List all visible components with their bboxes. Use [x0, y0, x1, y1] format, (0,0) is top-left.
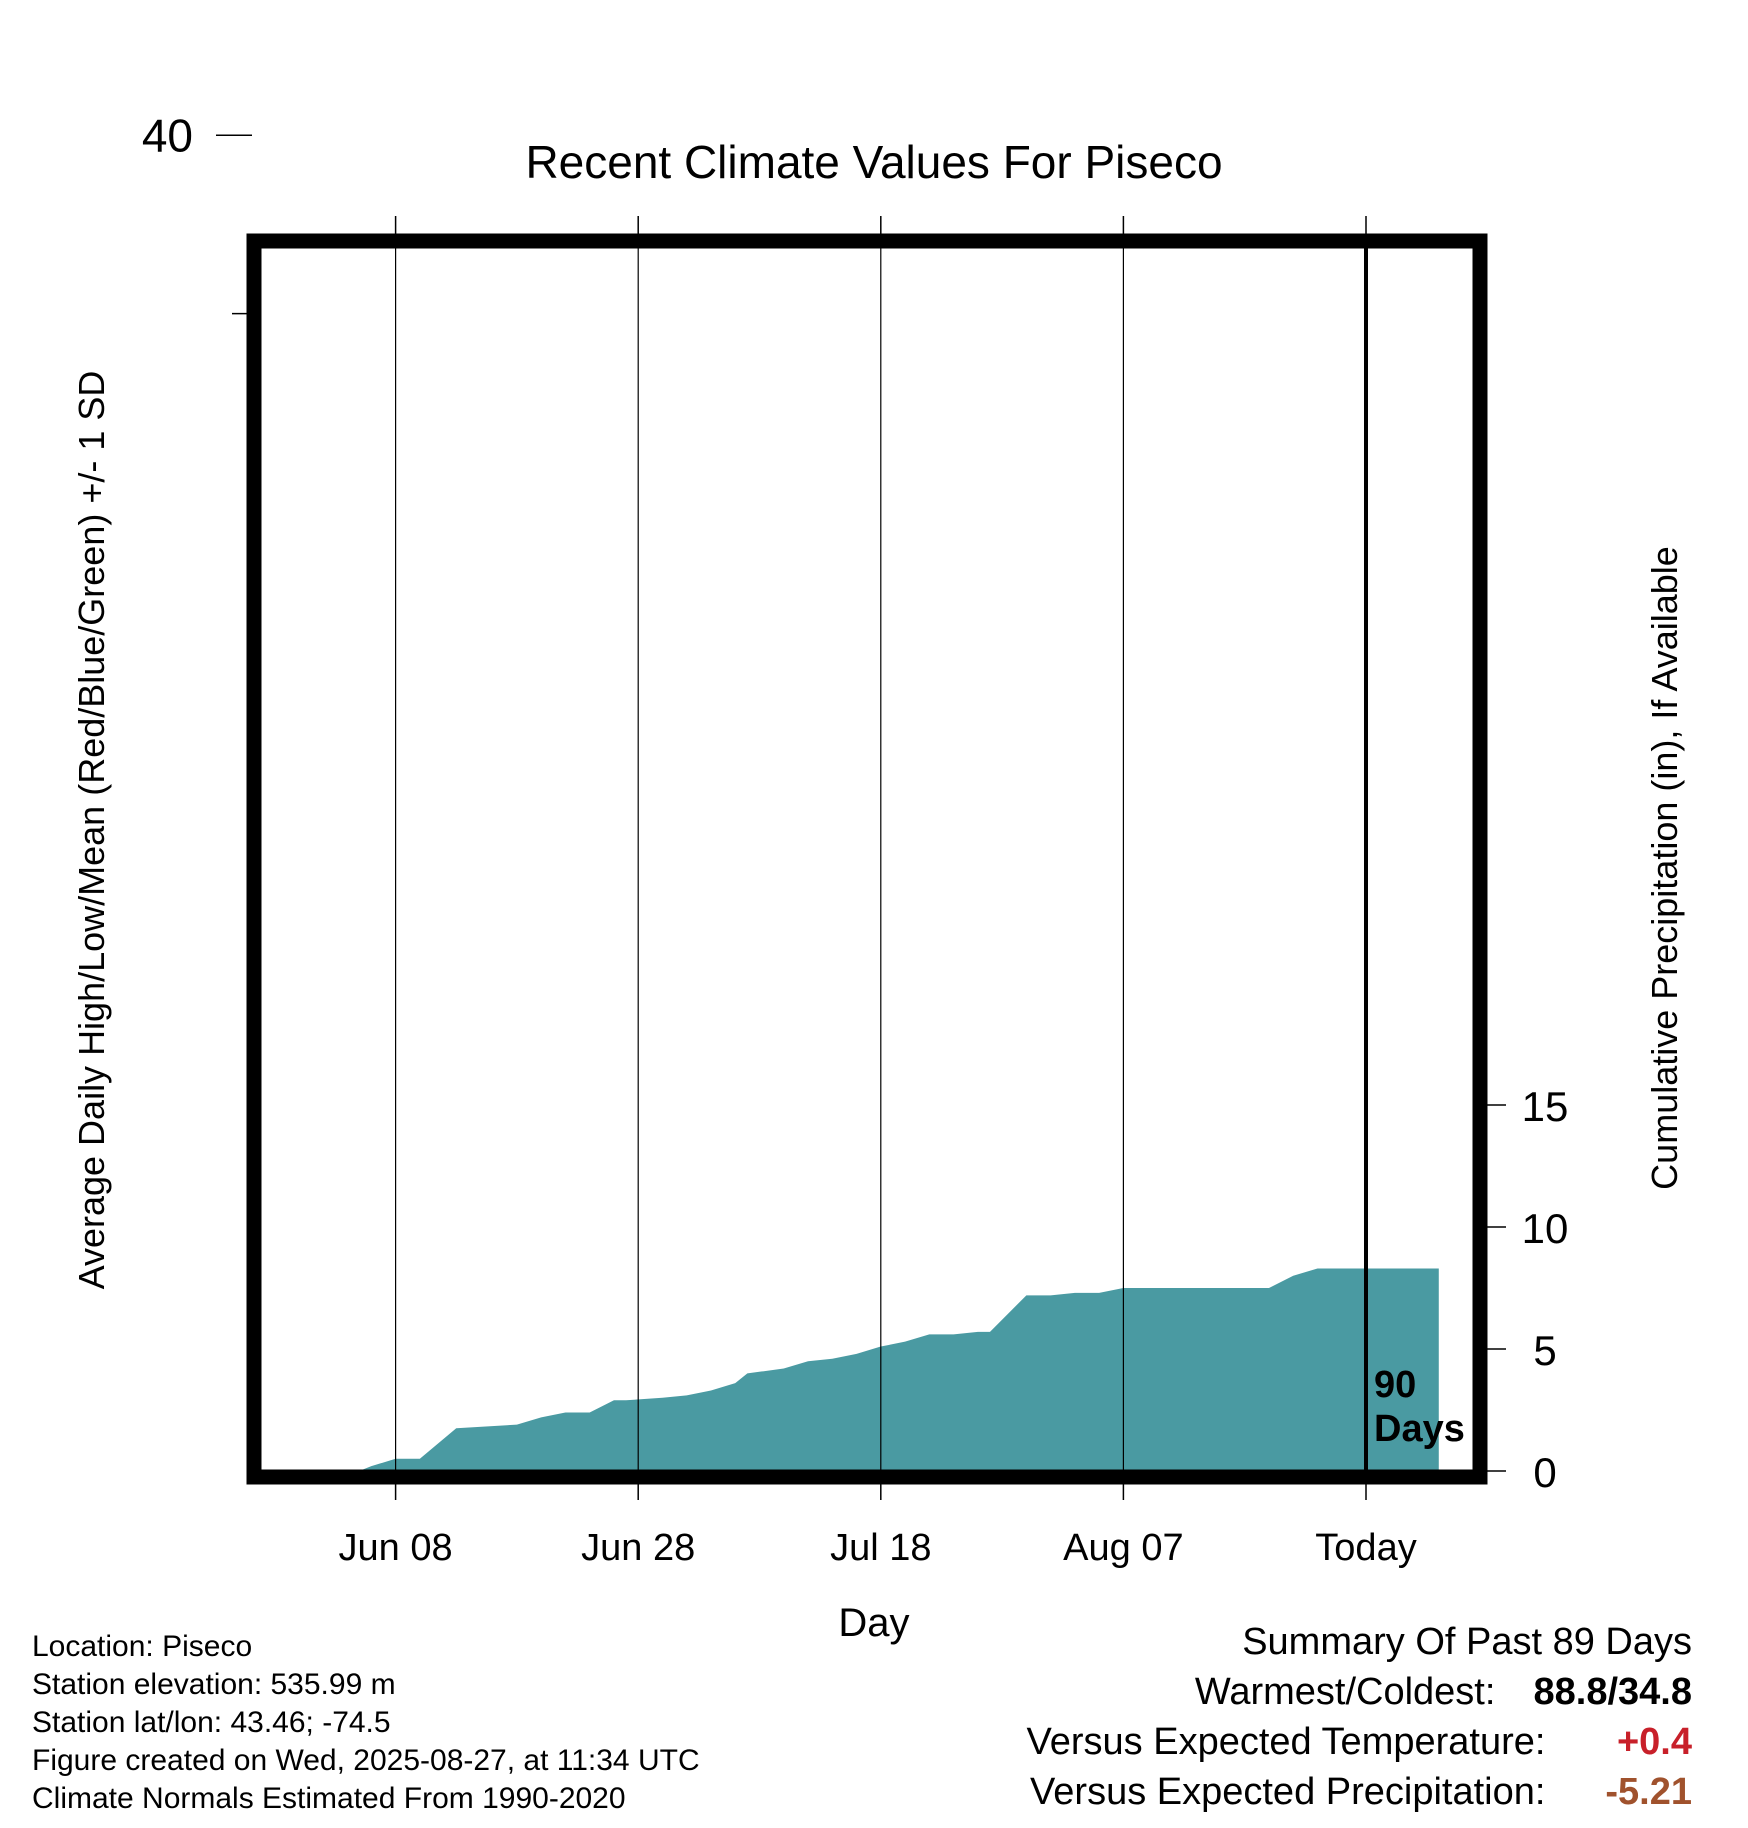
y-tick-label-right: 5 [1533, 1327, 1556, 1374]
summary-temp-label: Versus Expected Temperature: [1026, 1721, 1546, 1763]
low-point [717, 13, 730, 26]
low-point [450, 0, 463, 3]
today-days-label: 90 [1374, 1364, 1416, 1406]
low-point [935, 54, 948, 67]
x-tick-label: Aug 07 [1063, 1527, 1183, 1569]
y-axis-right-label: Cumulative Precipitation (in), If Availa… [1644, 546, 1685, 1190]
low-point [328, 120, 341, 133]
x-axis-label: Day [838, 1601, 909, 1645]
low-point [911, 38, 924, 51]
low-point [341, 222, 354, 235]
low-point [401, 25, 414, 38]
x-tick-label: Jul 18 [830, 1527, 931, 1569]
y-axis-left-label: Average Daily High/Low/Mean (Red/Blue/Gr… [71, 371, 112, 1290]
y-tick-label-right: 15 [1522, 1083, 1569, 1130]
low-point [729, 29, 742, 42]
low-normal-line [274, 0, 1438, 46]
info-latlon: Station lat/lon: 43.46; -74.5 [32, 1706, 391, 1739]
low-point [1068, 74, 1081, 87]
low-point [474, 11, 487, 24]
y-tick-label-right: 10 [1522, 1205, 1569, 1252]
info-created: Figure created on Wed, 2025-08-27, at 11… [32, 1744, 700, 1777]
info-normals: Climate Normals Estimated From 1990-2020 [32, 1782, 626, 1815]
info-elevation: Station elevation: 535.99 m [32, 1668, 396, 1701]
low-point [462, 61, 475, 74]
low-point [280, 0, 293, 5]
low-point [559, 0, 572, 13]
low-point [1311, 0, 1324, 3]
summary-warm-cold-value: 88.8/34.8 [1533, 1671, 1692, 1713]
low-point [1299, 52, 1312, 65]
summary-warm-cold: Warmest/Coldest: 88.8/34.8 [1195, 1671, 1692, 1714]
summary-warm-cold-label: Warmest/Coldest: [1194, 1671, 1496, 1713]
station-info: Location: Piseco Station elevation: 535.… [32, 1628, 700, 1818]
chart-title: Recent Climate Values For Piseco [525, 136, 1222, 188]
x-tick-label: Jun 08 [339, 1527, 453, 1569]
low-point [1287, 0, 1300, 5]
low-point [1250, 125, 1263, 138]
low-point [292, 43, 305, 56]
plot-frame [246, 233, 1488, 1485]
x-tick-label: Jun 28 [581, 1527, 695, 1569]
low-point [1032, 31, 1045, 44]
summary-temp: Versus Expected Temperature: +0.4 [1027, 1721, 1692, 1764]
low-point [923, 111, 936, 124]
low-point [316, 122, 329, 135]
summary-precip-value: -5.21 [1605, 1771, 1692, 1813]
info-location: Location: Piseco [32, 1630, 253, 1663]
low-point [353, 63, 366, 76]
y-tick-label-left: 40 [142, 109, 193, 161]
low-point [438, 61, 451, 74]
low-point [1347, 40, 1360, 53]
x-tick-label: Today [1315, 1527, 1416, 1569]
low-point [886, 72, 899, 85]
precip-area [274, 1268, 1439, 1471]
summary-title: Summary Of Past 89 Days [1242, 1621, 1692, 1663]
low-point [486, 18, 499, 31]
low-point [1044, 113, 1057, 126]
summary-temp-value: +0.4 [1616, 1721, 1692, 1763]
y-tick-label-right: 0 [1533, 1449, 1556, 1496]
low-point [304, 65, 317, 78]
summary-precip: Versus Expected Precipitation: -5.21 [1030, 1771, 1692, 1814]
today-days-label: Days [1374, 1408, 1465, 1450]
low-point [1056, 100, 1069, 113]
low-point [1262, 70, 1275, 83]
summary-precip-label: Versus Expected Precipitation: [1030, 1771, 1546, 1813]
